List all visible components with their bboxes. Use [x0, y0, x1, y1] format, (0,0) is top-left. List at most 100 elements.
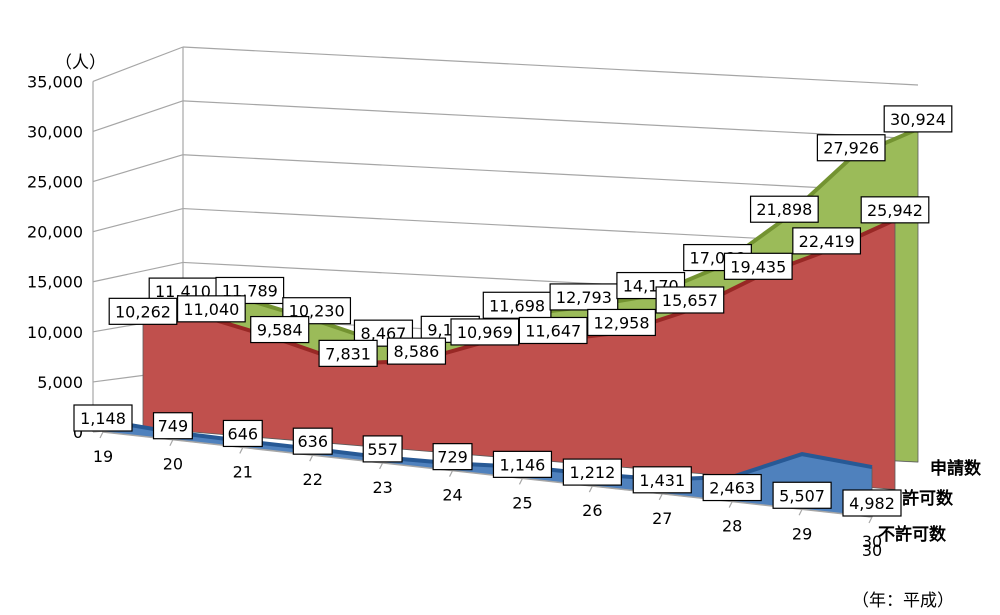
x-tick-label: 23 [372, 478, 392, 497]
data-label: 27,926 [816, 134, 886, 162]
data-label-text: 7,831 [325, 344, 371, 363]
data-label-box [482, 291, 552, 319]
data-label-box [860, 196, 930, 224]
data-label-text: 30,924 [890, 110, 946, 129]
x-tick-label: 22 [303, 470, 323, 489]
data-label: 10,969 [450, 318, 520, 346]
x-tick-label: 24 [442, 486, 462, 505]
data-label-text: 15,657 [662, 291, 718, 310]
data-label-box [362, 435, 403, 463]
data-label: 19,435 [723, 252, 793, 280]
data-label-box [318, 339, 378, 367]
x-unit-label: （年：平成） [852, 591, 954, 611]
data-label-text: 11,698 [489, 296, 545, 315]
data-label: 729 [432, 443, 473, 471]
x-tick [239, 447, 244, 454]
data-label-box [632, 466, 692, 494]
data-label-text: 557 [367, 440, 398, 459]
data-label: 1,212 [562, 458, 622, 486]
data-label-text: 749 [158, 417, 189, 436]
gridline-side [92, 46, 184, 82]
data-label: 11,040 [176, 295, 246, 323]
data-label: 21,898 [749, 195, 819, 223]
axes: 19 20 21 22 23 24 25 26 27 28 29 30 [93, 431, 882, 551]
y-tick-label: 10,000 [27, 323, 83, 342]
data-label-box [73, 404, 133, 432]
y-tick-label: 25,000 [27, 173, 83, 192]
x-tick [99, 431, 104, 439]
x-tick [309, 454, 314, 462]
x-tick [798, 509, 803, 516]
series-name-label: 許可数 [902, 488, 954, 509]
y-unit-label: （人） [55, 53, 106, 73]
data-label: 9,584 [250, 315, 310, 344]
data-label-box [816, 134, 886, 162]
y-tick-label: 15,000 [27, 273, 83, 292]
gridline-side [92, 100, 184, 133]
y-tick-label: 20,000 [27, 223, 83, 242]
data-label-text: 5,507 [779, 486, 825, 505]
x-tick-label: 30 [862, 541, 882, 560]
x-tick-label: 28 [722, 517, 742, 536]
data-label: 1,431 [632, 466, 692, 494]
x-tick-label: 27 [652, 509, 672, 528]
data-label-box [450, 318, 520, 346]
data-label-box [883, 105, 953, 133]
data-label-text: 9,584 [257, 321, 303, 340]
data-label-text: 11,040 [183, 300, 239, 319]
data-label-box [292, 427, 333, 455]
data-label-box [702, 473, 762, 502]
data-label-text: 1,212 [569, 463, 615, 482]
data-label-text: 1,148 [80, 409, 126, 428]
data-label-text: 636 [297, 432, 328, 451]
gridline-side [92, 154, 184, 183]
data-label-text: 8,586 [394, 342, 440, 361]
data-label-text: 21,898 [756, 200, 812, 219]
data-label: 4,982 [842, 489, 902, 517]
data-label-text: 12,793 [556, 288, 612, 307]
data-label-text: 1,431 [639, 471, 685, 490]
data-label: 11,698 [482, 291, 552, 319]
data-label-text: 19,435 [730, 257, 786, 276]
x-tick [728, 501, 733, 508]
x-tick-label: 20 [163, 455, 183, 474]
x-tick-label: 26 [582, 501, 602, 520]
data-label: 11,647 [518, 316, 588, 345]
data-label-text: 1,146 [500, 455, 546, 474]
data-label-text: 10,262 [115, 302, 171, 321]
data-label-box [222, 419, 263, 448]
data-label-box [749, 195, 819, 223]
gridline-back [182, 46, 919, 86]
data-label-box [792, 227, 862, 255]
data-label-box [562, 458, 622, 486]
data-label-text: 27,926 [823, 139, 879, 158]
data-label-text: 22,419 [799, 232, 855, 251]
y-tick-label: 5,000 [37, 373, 83, 392]
data-label: 25,942 [860, 196, 930, 224]
data-label: 749 [152, 412, 193, 440]
gridline-side [92, 261, 184, 283]
data-label: 2,463 [702, 473, 762, 502]
data-label-box [655, 286, 725, 314]
x-tick [588, 485, 593, 493]
data-label-text: 10,969 [457, 323, 513, 342]
y-tick-label: 35,000 [27, 72, 83, 91]
data-label: 1,148 [73, 404, 133, 432]
data-label-text: 4,982 [849, 494, 895, 513]
gridline-side [92, 207, 184, 233]
data-label-text: 646 [228, 424, 259, 443]
x-tick-label: 19 [93, 447, 113, 466]
data-label-text: 729 [437, 448, 468, 467]
data-label-box [772, 481, 832, 509]
series-name-label: 申請数 [930, 458, 982, 479]
data-label: 30,924 [883, 105, 953, 133]
data-label-text: 25,942 [867, 201, 923, 220]
gridline-back [182, 154, 919, 194]
data-label: 22,419 [792, 227, 862, 255]
data-label-box [492, 450, 553, 478]
x-tick [518, 478, 523, 485]
x-tick-label: 29 [792, 524, 812, 543]
